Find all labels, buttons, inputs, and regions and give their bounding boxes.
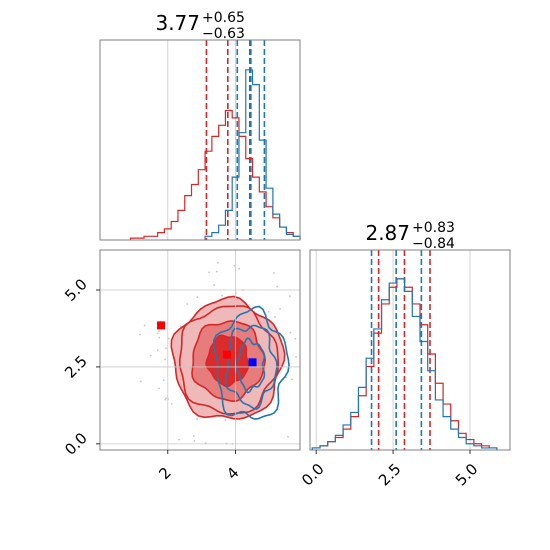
scatter-point <box>224 419 227 421</box>
y-tick-labels: 0.0 2.5 5.0 <box>61 275 100 459</box>
scatter-point <box>279 308 282 310</box>
lower-error: −0.84 <box>412 236 455 252</box>
lower-error: −0.63 <box>202 26 245 42</box>
scatter-point <box>267 310 270 313</box>
panel-frame <box>309 249 511 451</box>
scatter-point <box>213 284 216 286</box>
scatter-point <box>162 379 165 382</box>
scatter-point <box>291 378 293 381</box>
scatter-point <box>158 330 160 333</box>
scatter-point <box>221 294 224 297</box>
grid-lines <box>100 250 300 450</box>
scatter-point <box>164 398 167 401</box>
panel-frame <box>99 39 301 241</box>
scatter-point <box>233 264 236 267</box>
upper-error: +0.65 <box>202 10 245 26</box>
blue-contour-level <box>224 324 278 410</box>
panel-title: 3.77 <box>155 11 200 35</box>
x-tick-label: 0.0 <box>298 460 328 490</box>
grid-lines <box>315 250 471 450</box>
point-marker <box>248 358 257 367</box>
scatter-point <box>196 296 199 299</box>
point-marker <box>157 321 166 330</box>
x-tick-label: 4 <box>223 464 242 483</box>
scatter-point <box>238 267 240 270</box>
histogram-panel-top: 3.77 +0.65 −0.63 <box>99 10 301 241</box>
scatter-point <box>196 418 199 420</box>
scatter-point <box>216 261 219 264</box>
scatter-point <box>149 354 152 357</box>
scatter-point <box>192 435 195 437</box>
scatter-point <box>276 285 279 288</box>
scatter-point <box>139 333 141 336</box>
scatter-point <box>288 295 291 298</box>
upper-error: +0.83 <box>412 220 455 236</box>
y-tick-label: 5.0 <box>61 275 91 305</box>
scatter-point <box>165 347 167 350</box>
blue-contour-level <box>212 305 290 420</box>
scatter-point <box>167 337 170 340</box>
scatter-point <box>139 380 142 383</box>
scatter-point <box>215 270 218 273</box>
x-tick-label: 2.5 <box>375 460 405 490</box>
scatter-point <box>156 332 159 335</box>
scatter-point <box>170 402 173 405</box>
histogram-series <box>129 69 301 240</box>
scatter-point <box>165 397 167 400</box>
scatter-point <box>295 356 297 358</box>
scatter-point <box>186 303 189 305</box>
scatter-point <box>274 316 276 318</box>
scatter-point <box>289 331 292 334</box>
point-marker <box>223 350 232 359</box>
histogram-panel-right: 2.87 +0.83 −0.84 0.0 2.5 5.0 <box>298 220 511 490</box>
x-tick-labels: 0.0 2.5 5.0 <box>298 450 482 490</box>
y-tick-label: 2.5 <box>61 352 91 382</box>
scatter-point <box>208 271 210 274</box>
scatter-point <box>164 358 166 361</box>
scatter-point <box>143 324 146 327</box>
scatter-point <box>294 337 297 340</box>
blue-histogram-step <box>204 69 301 240</box>
scatter-point <box>158 336 161 339</box>
quantile-lines <box>370 250 431 450</box>
scatter-point <box>273 272 275 274</box>
scatter-point <box>158 387 160 390</box>
histogram-series <box>311 278 498 450</box>
blue-histogram-step <box>311 278 498 450</box>
markers <box>157 321 257 367</box>
x-tick-label: 5.0 <box>452 460 482 490</box>
red-histogram-step <box>129 109 301 240</box>
scatter-point <box>287 435 289 438</box>
scatter-point <box>193 440 196 442</box>
scatter-point <box>178 438 181 441</box>
median-value: 3.77 <box>155 11 200 35</box>
x-tick-label: 2 <box>155 464 174 483</box>
scatter-point <box>156 349 159 352</box>
y-tick-label: 0.0 <box>61 429 91 459</box>
median-value: 2.87 <box>365 221 410 245</box>
panel-frame <box>99 249 301 451</box>
grid-lines <box>167 40 236 240</box>
